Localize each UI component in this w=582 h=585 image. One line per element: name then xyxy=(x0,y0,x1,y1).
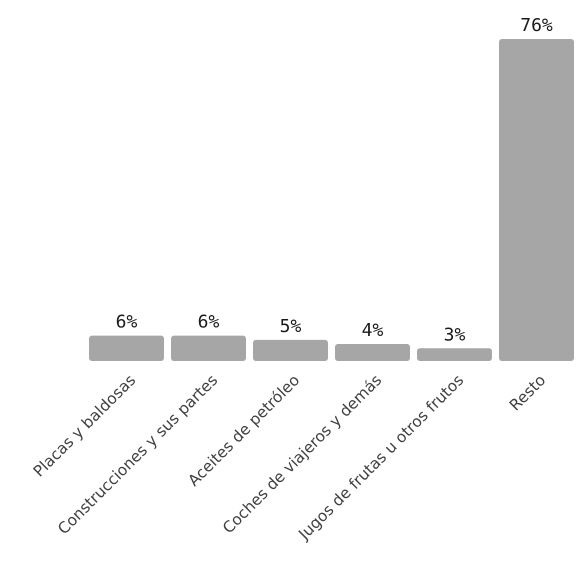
value-label-5: 76% xyxy=(520,15,553,36)
bar-4 xyxy=(417,348,492,361)
bar-5 xyxy=(499,39,574,361)
value-labels-group: 6% 6% 5% 4% 3% 76% xyxy=(116,15,553,345)
category-label-4: Jugos de frutas u otros frutos xyxy=(295,371,468,544)
value-label-0: 6% xyxy=(116,312,138,333)
value-label-1: 6% xyxy=(198,312,220,333)
value-label-3: 4% xyxy=(362,320,384,341)
bar-3 xyxy=(335,344,410,361)
category-label-5: Resto xyxy=(506,371,549,414)
bars-group xyxy=(89,39,574,361)
value-label-4: 3% xyxy=(444,324,466,345)
value-label-2: 5% xyxy=(280,316,302,337)
bar-2 xyxy=(253,339,328,361)
category-label-3: Coches de viajeros y demás xyxy=(219,371,385,537)
bar-0 xyxy=(89,335,164,361)
bar-1 xyxy=(171,335,246,361)
category-label-1: Construcciones y sus partes xyxy=(54,371,221,538)
